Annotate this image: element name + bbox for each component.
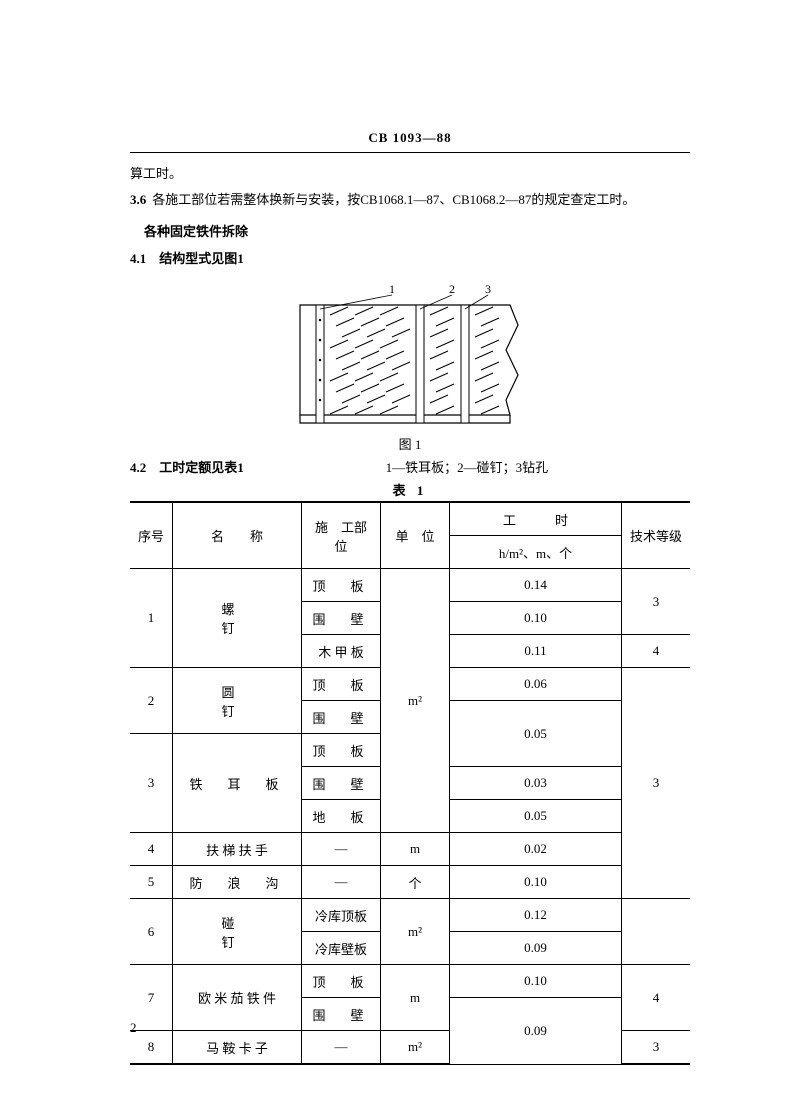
cell-grade	[622, 899, 691, 965]
cell-unit: m²	[381, 569, 450, 833]
table-1: 序号 名 称 施 工部 位 单 位 工 时 技术等级 h/m²、m、个 1 螺 …	[130, 501, 690, 1065]
th-grade: 技术等级	[622, 502, 691, 569]
cell-name: 防 浪 沟	[173, 866, 302, 899]
cell-part: 围 壁	[302, 998, 381, 1031]
figure-svg: 1 2 3	[290, 275, 530, 425]
cell-part: 木 甲 板	[302, 635, 381, 668]
subhead-4-1: 4.1 结构型式见图1	[130, 248, 690, 267]
cell-name: 碰 钉	[173, 899, 302, 965]
th-seq: 序号	[130, 502, 173, 569]
cell-grade: 3	[622, 668, 691, 899]
table-caption: 表 1	[130, 480, 690, 499]
cell-unit: m	[381, 833, 450, 866]
cell-grade: 3	[622, 569, 691, 635]
cell-val: 0.10	[450, 866, 622, 899]
page-content: CB 1093—88 算工时。 3.6 各施工部位若需整体换新与安装，按CB106…	[130, 130, 690, 1065]
cell-val: 0.12	[450, 899, 622, 932]
page-number: 2	[130, 1020, 137, 1036]
cell-grade: 4	[622, 635, 691, 668]
cell-grade: 4	[622, 965, 691, 1031]
cell-val: 0.10	[450, 965, 622, 998]
cell-part: —	[302, 833, 381, 866]
cell-part: —	[302, 1031, 381, 1065]
cell-val: 0.02	[450, 833, 622, 866]
cell-name: 欧 米 茄 铁 件	[173, 965, 302, 1031]
cell-name: 螺 钉	[173, 569, 302, 668]
cell-seq: 3	[130, 734, 173, 833]
cell-seq: 2	[130, 668, 173, 734]
section-number: 3.6	[130, 192, 146, 207]
subhead-4-2: 4.2 工时定额见表1	[130, 457, 244, 476]
th-name: 名 称	[173, 502, 302, 569]
cell-val: 0.14	[450, 569, 622, 602]
cell-unit: m²	[381, 899, 450, 965]
cell-unit: m	[381, 965, 450, 1031]
figure-legend: 1—铁耳板；2—碰钉；3钻孔	[244, 457, 690, 476]
cell-seq: 5	[130, 866, 173, 899]
th-constr: 施 工部 位	[302, 502, 381, 569]
svg-text:1: 1	[389, 282, 395, 296]
cell-part: 围 壁	[302, 701, 381, 734]
cell-val: 0.03	[450, 767, 622, 800]
cell-part: 顶 板	[302, 569, 381, 602]
figure-1: 1 2 3 图 1	[130, 275, 690, 453]
svg-text:2: 2	[449, 282, 455, 296]
cell-seq: 6	[130, 899, 173, 965]
row-4-2: 4.2 工时定额见表1 1—铁耳板；2—碰钉；3钻孔	[130, 457, 690, 476]
cell-part: 围 壁	[302, 767, 381, 800]
document-code: CB 1093—88	[130, 130, 690, 146]
cell-seq: 4	[130, 833, 173, 866]
horizontal-rule	[130, 152, 690, 153]
cell-part: 顶 板	[302, 734, 381, 767]
cell-name: 圆 钉	[173, 668, 302, 734]
cell-grade: 3	[622, 1031, 691, 1065]
cell-unit: m²	[381, 1031, 450, 1065]
cell-val: 0.10	[450, 602, 622, 635]
cell-val: 0.05	[450, 800, 622, 833]
cell-part: 冷库壁板	[302, 932, 381, 965]
svg-text:3: 3	[485, 282, 491, 296]
section-4-title: 各种固定铁件拆除	[144, 221, 690, 240]
paragraph-pre: 算工时。	[130, 163, 690, 185]
cell-name: 铁 耳 板	[173, 734, 302, 833]
cell-val: 0.09	[450, 932, 622, 965]
figure-caption: 图 1	[130, 434, 690, 453]
cell-val: 0.11	[450, 635, 622, 668]
th-time-unit: h/m²、m、个	[450, 536, 622, 569]
cell-part: —	[302, 866, 381, 899]
cell-part: 顶 板	[302, 965, 381, 998]
cell-part: 地 板	[302, 800, 381, 833]
cell-val: 0.09	[450, 998, 622, 1065]
cell-unit: 个	[381, 866, 450, 899]
paragraph-3-6: 3.6 各施工部位若需整体换新与安装，按CB1068.1—87、CB1068.2—…	[130, 189, 690, 211]
cell-name: 马 鞍 卡 子	[173, 1031, 302, 1065]
cell-val: 0.05	[450, 701, 622, 767]
th-time: 工 时	[450, 502, 622, 536]
cell-val: 0.06	[450, 668, 622, 701]
th-unit: 单 位	[381, 502, 450, 569]
paragraph-text: 各施工部位若需整体换新与安装，按CB1068.1—87、CB1068.2—87的…	[152, 192, 635, 207]
cell-seq: 1	[130, 569, 173, 668]
cell-name: 扶 梯 扶 手	[173, 833, 302, 866]
